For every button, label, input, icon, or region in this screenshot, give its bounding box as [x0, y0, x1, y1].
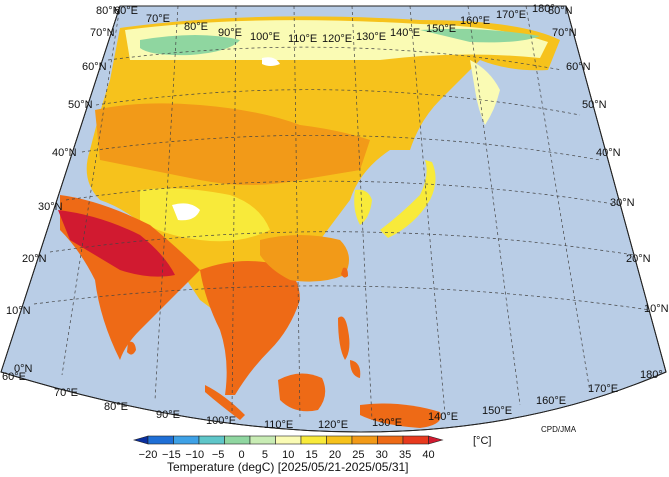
lat-label: 80°N: [548, 5, 573, 17]
lon-label: 60°E: [2, 371, 26, 383]
lon-label: 90°E: [218, 27, 242, 39]
lat-label: 50°N: [68, 99, 93, 111]
lon-label: 130°E: [356, 31, 386, 43]
lat-label: 70°N: [90, 27, 115, 39]
lon-label: 110°E: [288, 33, 317, 45]
colorbar-tick-label: 10: [282, 449, 294, 461]
lon-label: 130°E: [372, 417, 402, 429]
colorbar-title: Temperature (degC) [2025/05/21-2025/05/3…: [167, 460, 409, 474]
credit-text: CPD/JMA: [541, 425, 577, 434]
colorbar-swatch: [198, 435, 225, 445]
lon-label: 120°E: [322, 33, 352, 45]
lat-label: 30°N: [38, 201, 63, 213]
colorbar-tick-label: 30: [376, 449, 388, 461]
lat-label: 40°N: [52, 147, 77, 159]
lat-label: 50°N: [582, 99, 607, 111]
lon-label: 90°E: [156, 409, 180, 421]
colorbar-swatch: [249, 435, 276, 445]
colorbar-swatch: [224, 435, 251, 445]
lat-label: 60°N: [566, 61, 591, 73]
lat-label: 20°N: [22, 253, 47, 265]
land-lake-snow: [262, 57, 280, 66]
colorbar-swatch: [377, 435, 404, 445]
lon-label: 150°E: [482, 405, 512, 417]
land-new-guinea: [360, 403, 441, 428]
colorbar-tick-label: 35: [399, 449, 411, 461]
lat-label: 30°N: [610, 197, 635, 209]
colorbar-tick-label: 40: [422, 449, 434, 461]
colorbar-tick-label: 5: [262, 449, 268, 461]
colorbar-tick-label: −15: [162, 449, 181, 461]
colorbar-tick-label: −10: [185, 449, 204, 461]
lat-label: 10°N: [644, 303, 669, 315]
lon-label: 170°E: [588, 383, 618, 395]
lon-label: 160°E: [536, 395, 566, 407]
lon-labels-top: 60°E 70°E 80°E 90°E 100°E 110°E 120°E 13…: [114, 3, 555, 45]
lon-label: 80°E: [184, 21, 208, 33]
land-tibet-cold: [172, 203, 200, 221]
lat-label: 70°N: [552, 27, 577, 39]
land-korea: [354, 189, 372, 225]
land-philippines: [338, 316, 361, 378]
land-taiwan: [341, 267, 348, 278]
colorbar-tick-label: 15: [306, 449, 318, 461]
lon-label: 100°E: [206, 415, 236, 427]
colorbar-tick-label: −5: [212, 449, 225, 461]
colorbar-swatch: [300, 435, 327, 445]
colorbar-unit: [°C]: [473, 435, 491, 447]
land-sumatra: [205, 385, 245, 420]
lat-label: 40°N: [596, 147, 621, 159]
land-kamchatka: [470, 60, 500, 125]
lon-label: 170°E: [496, 9, 526, 21]
colorbar-swatch: [326, 435, 353, 445]
lon-label: 80°E: [104, 401, 128, 413]
lon-label: 70°E: [146, 13, 170, 25]
lon-label: 140°E: [390, 27, 420, 39]
land-tibet: [140, 188, 270, 242]
lat-label: 60°N: [82, 61, 107, 73]
land-borneo: [278, 373, 326, 412]
lon-labels-bottom: 60°E 70°E 80°E 90°E 100°E 110°E 120°E 13…: [2, 369, 663, 431]
colorbar-swatch: [402, 435, 429, 445]
colorbar-tick-label: −20: [139, 449, 158, 461]
lat-label: 20°N: [626, 253, 651, 265]
land-japan: [380, 160, 436, 238]
colorbar-swatch: [173, 435, 200, 445]
colorbar-arrow-low: [132, 435, 149, 445]
land-southeast-asia: [200, 261, 300, 395]
lat-label: 10°N: [6, 305, 31, 317]
colorbar-tick-label: 0: [238, 449, 244, 461]
lon-label: 120°E: [318, 419, 348, 431]
lon-label: 180°: [532, 3, 555, 15]
lon-label: 180°: [640, 369, 663, 381]
land-sri-lanka: [127, 341, 136, 355]
graticule: [33, 5, 651, 421]
colorbar-tick-label: 20: [329, 449, 341, 461]
colorbar-arrow-high: [428, 435, 444, 445]
colorbar-swatch: [351, 435, 378, 445]
colorbar-tick-label: 25: [352, 449, 364, 461]
lat-label: 0°N: [14, 363, 33, 375]
lon-label: 100°E: [250, 31, 280, 43]
lon-label: 60°E: [114, 5, 138, 17]
lon-label: 110°E: [264, 419, 293, 431]
lon-label: 160°E: [460, 15, 490, 27]
lon-label: 70°E: [54, 387, 78, 399]
lat-label: 80°N: [96, 5, 121, 17]
lon-label: 140°E: [428, 411, 458, 423]
colorbar: −20 −15 −10 −5 0 5 10 15 20 25 30 35 40: [132, 435, 444, 461]
land-central-asia: [95, 103, 370, 185]
land-south-china: [260, 235, 349, 282]
colorbar-swatch: [275, 435, 302, 445]
lat-labels-left: 0°N 10°N 20°N 30°N 40°N 50°N 60°N 70°N 8…: [6, 5, 121, 375]
colorbar-swatch: [147, 435, 174, 445]
lat-labels-right: 10°N 20°N 30°N 40°N 50°N 60°N 70°N 80°N: [548, 5, 669, 315]
lon-label: 150°E: [426, 23, 456, 35]
